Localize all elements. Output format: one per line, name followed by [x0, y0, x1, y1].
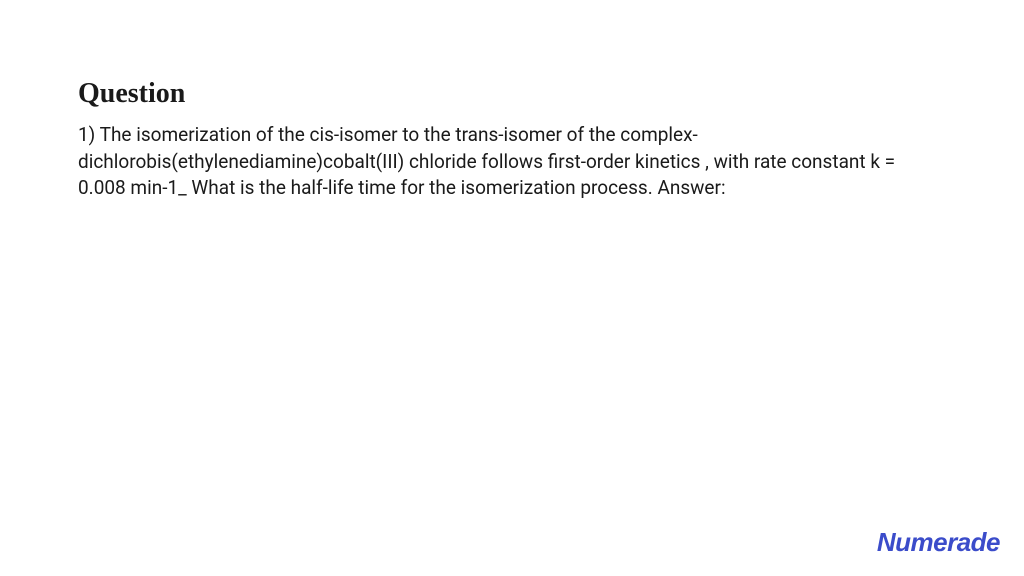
question-body: 1) The isomerization of the cis-isomer t…	[78, 122, 946, 202]
question-heading: Question	[78, 78, 946, 110]
content-container: Question 1) The isomerization of the cis…	[0, 0, 1024, 202]
numerade-logo: Numerade	[877, 527, 1000, 558]
